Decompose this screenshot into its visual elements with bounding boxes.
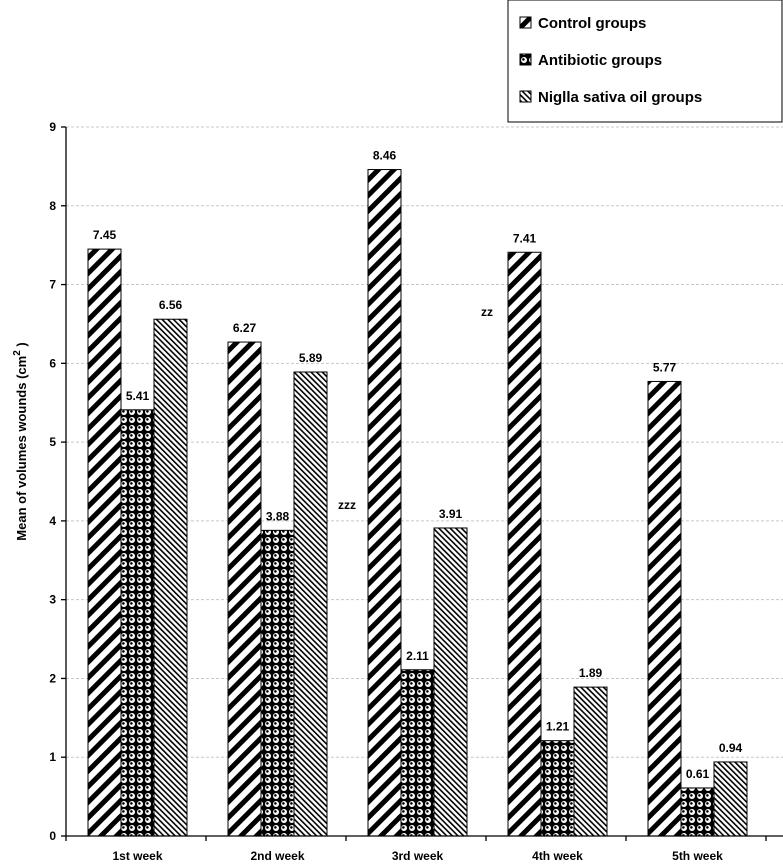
y-axis-label-superscript: 2 (12, 350, 23, 356)
data-label: 6.27 (233, 321, 257, 335)
legend-swatch (519, 16, 532, 29)
x-tick-label: 5th week (672, 849, 723, 863)
bar-3-3 (433, 527, 468, 837)
data-label: 7.41 (513, 231, 537, 245)
y-tick-label: 1 (49, 750, 56, 764)
bar-1-3 (367, 169, 402, 837)
bar-1-1 (87, 248, 122, 837)
annotation: zz (481, 305, 493, 319)
legend: Control groups Antibiotic groups Niglla sa… (507, 0, 783, 123)
data-label: 1.21 (546, 720, 570, 734)
data-label: 6.56 (159, 298, 183, 312)
x-tick-label: 3rd week (392, 849, 444, 863)
data-label: 5.77 (653, 360, 677, 374)
bar-2-1 (120, 409, 155, 837)
y-axis-label-text: Mean of volumes wounds (cm (14, 356, 29, 541)
bar-2-3 (400, 669, 435, 837)
x-tick-label: 4th week (532, 849, 583, 863)
annotation: zzz (338, 498, 356, 512)
data-label: 8.46 (373, 149, 397, 163)
x-tick-label: 1st week (112, 849, 162, 863)
bar-3-2 (293, 371, 328, 837)
legend-swatch (519, 53, 532, 66)
data-label: 1.89 (579, 666, 603, 680)
bars (87, 169, 748, 837)
bar-1-5 (647, 380, 682, 837)
data-label: 7.45 (93, 228, 117, 242)
legend-entry: Control groups (538, 15, 646, 32)
y-tick-label: 9 (49, 120, 56, 134)
data-label: 3.91 (439, 507, 463, 521)
data-label: 5.41 (126, 389, 150, 403)
bar-2-4 (540, 740, 575, 837)
legend-entry: Niglla sativa oil groups (538, 89, 702, 106)
bar-3-4 (573, 686, 608, 837)
y-tick-label: 5 (49, 435, 56, 449)
bar-2-5 (680, 787, 715, 837)
y-tick-label: 4 (49, 514, 56, 528)
y-tick-label: 8 (49, 199, 56, 213)
data-label: 3.88 (266, 509, 290, 523)
data-label: 5.89 (299, 351, 323, 365)
y-tick-label: 2 (49, 671, 56, 685)
legend-box (507, 0, 783, 123)
data-label: 2.11 (406, 649, 429, 663)
bar-2-2 (260, 529, 295, 837)
x-tick-label: 2nd week (250, 849, 304, 863)
y-axis-label-close: ) (14, 342, 29, 350)
bar-1-2 (227, 341, 262, 837)
axes (61, 126, 783, 841)
legend-swatch (519, 90, 532, 103)
legend-entry: Antibiotic groups (538, 52, 662, 69)
bar-3-1 (153, 318, 188, 837)
data-label: 0.61 (686, 767, 710, 781)
bar-3-5 (713, 761, 748, 837)
data-label: 0.94 (719, 741, 743, 755)
y-tick-label: 7 (49, 278, 56, 292)
y-tick-label: 0 (49, 829, 56, 843)
y-axis-label: Mean of volumes wounds (cm2 ) (12, 342, 29, 540)
bar-1-4 (507, 251, 542, 837)
y-tick-label: 6 (49, 356, 56, 370)
y-tick-label: 3 (49, 593, 56, 607)
labels: 7.45 5.41 6.56 1st week 6.27 3.88 5.89 2nd week… (12, 120, 743, 863)
